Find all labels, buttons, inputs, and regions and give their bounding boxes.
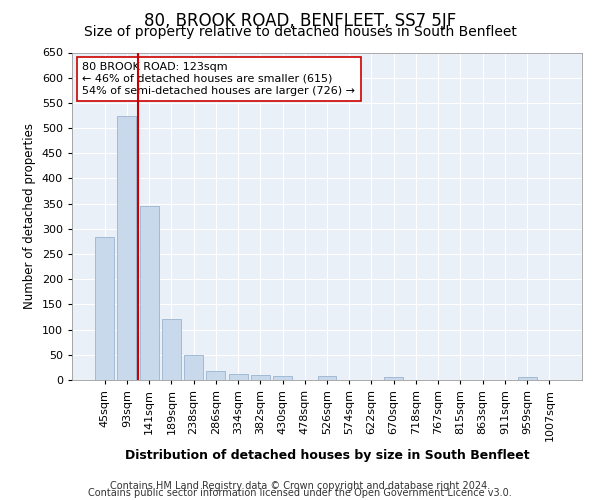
- Bar: [229, 374, 248, 380]
- Bar: [95, 238, 114, 380]
- Bar: [384, 378, 403, 380]
- Bar: [273, 376, 292, 380]
- Text: Size of property relative to detached houses in South Benfleet: Size of property relative to detached ho…: [83, 25, 517, 39]
- Text: 80, BROOK ROAD, BENFLEET, SS7 5JF: 80, BROOK ROAD, BENFLEET, SS7 5JF: [144, 12, 456, 30]
- Bar: [162, 319, 181, 380]
- Y-axis label: Number of detached properties: Number of detached properties: [23, 123, 36, 309]
- Bar: [206, 371, 225, 380]
- Text: Contains HM Land Registry data © Crown copyright and database right 2024.: Contains HM Land Registry data © Crown c…: [110, 481, 490, 491]
- Bar: [251, 375, 270, 380]
- Text: Contains public sector information licensed under the Open Government Licence v3: Contains public sector information licen…: [88, 488, 512, 498]
- Bar: [118, 116, 136, 380]
- Bar: [317, 376, 337, 380]
- Text: 80 BROOK ROAD: 123sqm
← 46% of detached houses are smaller (615)
54% of semi-det: 80 BROOK ROAD: 123sqm ← 46% of detached …: [82, 62, 355, 96]
- Bar: [518, 378, 536, 380]
- Bar: [184, 356, 203, 380]
- X-axis label: Distribution of detached houses by size in South Benfleet: Distribution of detached houses by size …: [125, 449, 529, 462]
- Bar: [140, 206, 158, 380]
